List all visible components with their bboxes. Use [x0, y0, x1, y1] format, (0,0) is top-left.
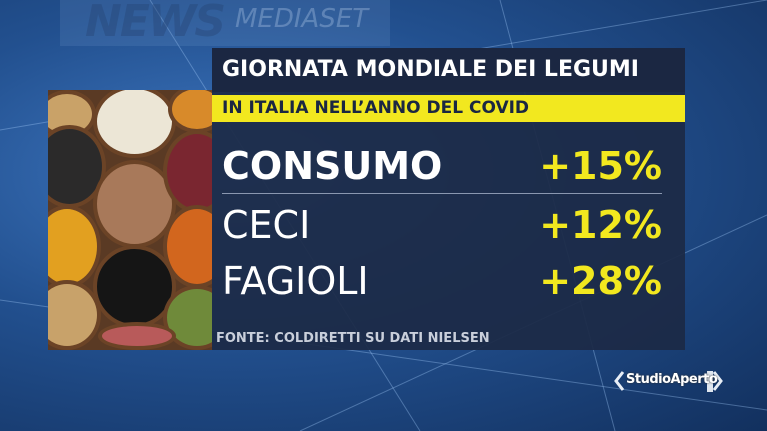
logo-brackets-icon — [614, 371, 723, 392]
stat-row-fagioli: FAGIOLI +28% — [222, 258, 662, 304]
studioaperto-logo: StudioAperto — [614, 368, 724, 394]
stat-value: +28% — [539, 259, 662, 303]
watermark-news: NEWS — [85, 0, 226, 47]
stat-label: CONSUMO — [222, 144, 443, 188]
stat-row-consumo: CONSUMO +15% — [222, 143, 662, 189]
divider — [222, 193, 662, 194]
legumes-photo — [48, 90, 212, 350]
info-panel — [212, 92, 685, 350]
stat-label: FAGIOLI — [222, 259, 369, 303]
watermark-brand: MEDIASET — [235, 4, 369, 34]
stat-label: CECI — [222, 203, 311, 247]
watermark-box — [60, 0, 390, 46]
source-note: FONTE: COLDIRETTI SU DATI NIELSEN — [216, 331, 490, 346]
logo-text: StudioAperto — [626, 372, 718, 387]
subheadline: IN ITALIA NELL’ANNO DEL COVID — [212, 95, 685, 122]
headline: GIORNATA MONDIALE DEI LEGUMI — [212, 48, 685, 92]
stat-value: +15% — [539, 144, 662, 188]
stat-value: +12% — [539, 203, 662, 247]
stat-row-ceci: CECI +12% — [222, 202, 662, 248]
